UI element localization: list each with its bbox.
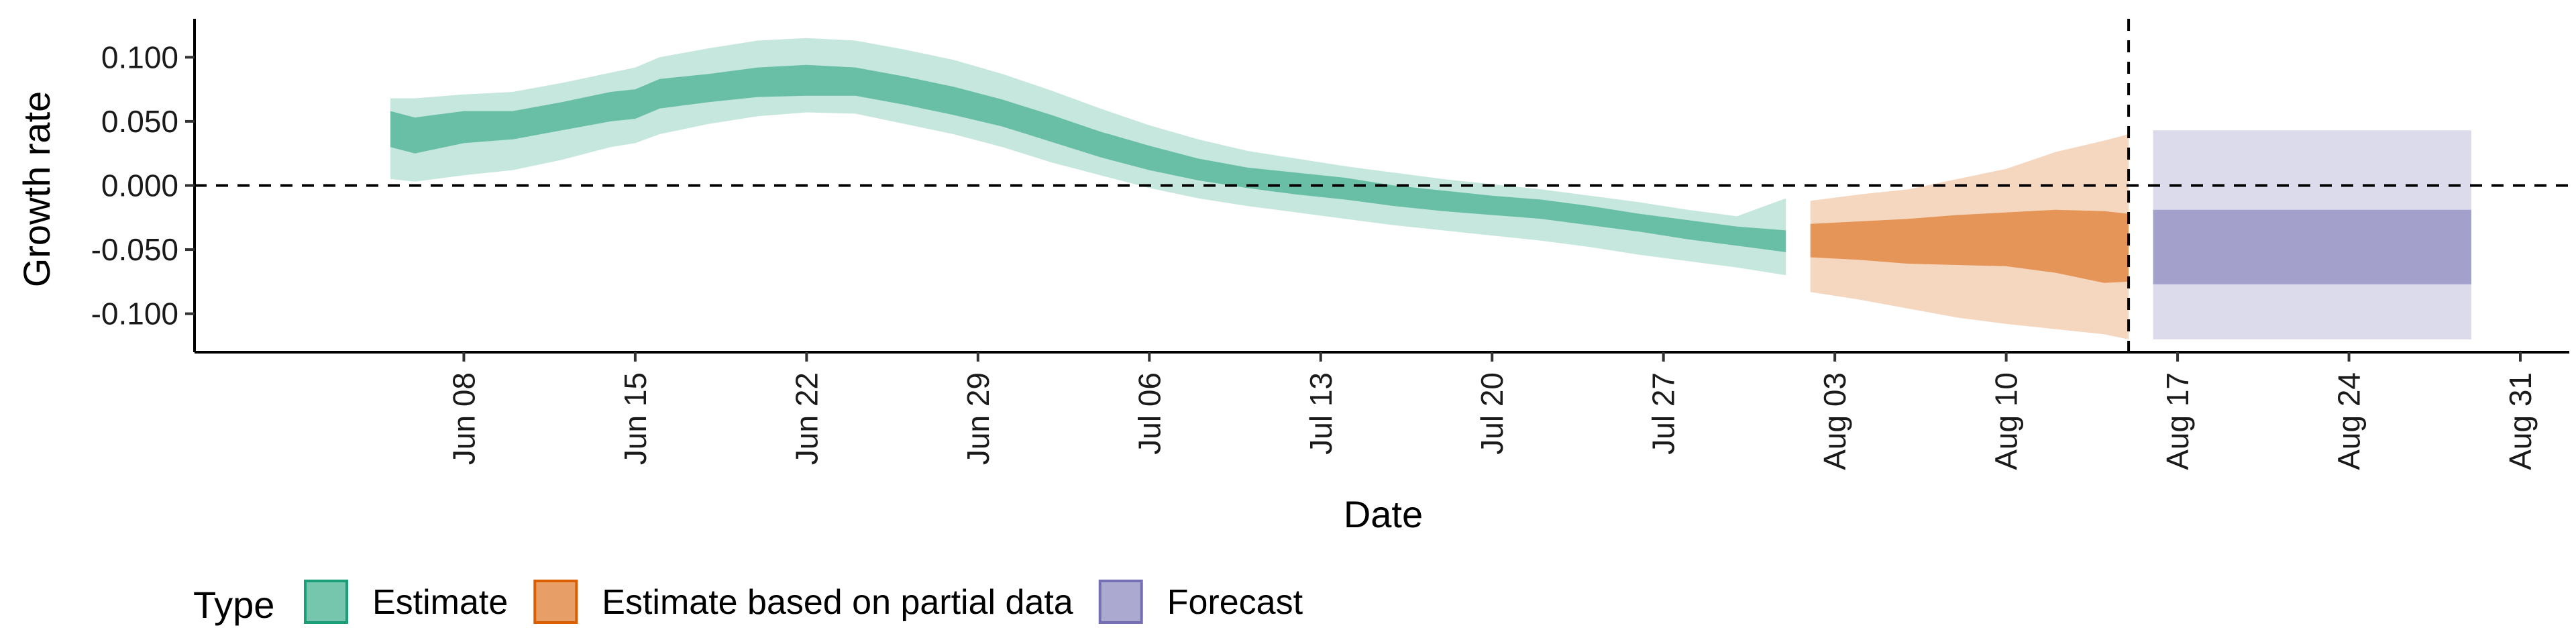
x-tick-label: Jul 20: [1474, 372, 1509, 455]
y-tick-label: 0.000: [101, 168, 178, 203]
y-ticks: 0.100 0.050 0.000 -0.050 -0.100: [91, 40, 195, 331]
x-axis-title: Date: [1344, 493, 1423, 535]
legend-swatch-forecast: [1098, 580, 1143, 624]
legend-label-forecast: Forecast: [1167, 583, 1303, 622]
x-tick-label: Aug 03: [1817, 372, 1852, 470]
x-tick-label: Aug 31: [2503, 372, 2538, 470]
x-ticks: Jun 08 Jun 15 Jun 22 Jun 29 Jul 06 Jul 13 Jul …: [446, 352, 2538, 470]
x-tick-label: Aug 17: [2160, 372, 2195, 470]
y-tick-label: 0.050: [101, 104, 178, 139]
y-tick-label: -0.050: [91, 232, 178, 267]
x-tick-label: Jun 22: [789, 372, 824, 465]
plot-area: [195, 19, 2569, 352]
x-tick-label: Jun 15: [618, 372, 653, 465]
legend-label-estimate-based-on-partial-data: Estimate based on partial data: [602, 583, 1073, 622]
band-inner-estimate: [390, 64, 1786, 252]
legend: Type Estimate Estimate based on partial d…: [193, 580, 1303, 626]
y-axis: 0.100 0.050 0.000 -0.050 -0.100: [91, 19, 196, 352]
x-tick-label: Jul 13: [1303, 372, 1338, 455]
legend-title: Type: [193, 584, 274, 626]
y-tick-label: -0.100: [91, 297, 178, 331]
x-axis: Jun 08 Jun 15 Jun 22 Jun 29 Jul 06 Jul 13 Jul …: [195, 351, 2569, 470]
x-tick-label: Aug 10: [1989, 372, 2024, 470]
legend-label-estimate: Estimate: [372, 583, 508, 622]
x-tick-label: Jul 06: [1132, 372, 1167, 455]
x-tick-label: Jul 27: [1646, 372, 1681, 455]
band-inner-estimate-based-on-partial-data: [1810, 209, 2129, 283]
band-inner-forecast: [2153, 209, 2471, 284]
y-tick-label: 0.100: [101, 40, 178, 74]
x-tick-label: Jun 08: [446, 372, 481, 465]
x-tick-label: Jun 29: [961, 372, 996, 465]
y-axis-title: Growth rate: [15, 91, 58, 288]
band-outer-estimate: [390, 38, 1786, 276]
uncertainty-bands: [390, 38, 2471, 339]
legend-swatch-estimate-based-on-partial-data: [533, 580, 578, 624]
x-tick-label: Aug 24: [2332, 372, 2367, 470]
legend-swatch-estimate: [304, 580, 348, 624]
